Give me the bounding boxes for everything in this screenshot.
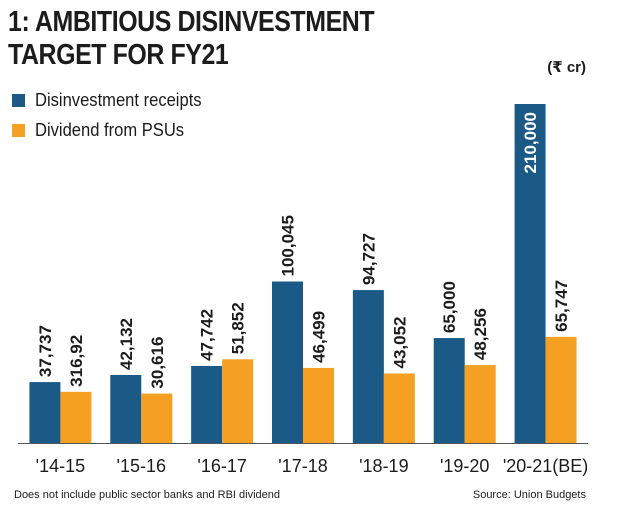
data-label-dividend-2: 51,852 (229, 302, 248, 354)
source-note: Source: Union Budgets (472, 489, 586, 501)
x-tick-label-2: '16-17 (197, 456, 246, 476)
bar-disinvestment-2 (191, 365, 223, 443)
bar-dividend-3 (303, 367, 334, 443)
bar-disinvestment-1 (110, 374, 142, 443)
bar-dividend-6 (545, 336, 577, 443)
x-tick-label-0: '14-15 (36, 456, 85, 476)
legend: Disinvestment receipts Dividend from PSU… (12, 85, 216, 145)
data-label-dividend-4: 43,052 (390, 317, 409, 369)
bar-dividend-2 (222, 359, 254, 443)
data-label-dividend-3: 46,499 (310, 311, 329, 363)
legend-item-disinvestment: Disinvestment receipts (12, 85, 216, 115)
data-label-disinvestment-0: 37,737 (36, 325, 55, 377)
bar-dividend-4 (383, 373, 415, 443)
bar-disinvestment-0 (29, 382, 61, 443)
footnote: Does not include public sector banks and… (14, 489, 280, 501)
legend-swatch-dividend (12, 123, 25, 137)
bar-disinvestment-4 (352, 290, 384, 443)
data-label-dividend-0: 316,92 (67, 335, 86, 387)
bar-disinvestment-5 (433, 338, 465, 443)
data-label-disinvestment-4: 94,727 (359, 233, 378, 285)
legend-item-dividend: Dividend from PSUs (12, 115, 216, 145)
legend-label-disinvestment: Disinvestment receipts (35, 89, 202, 110)
legend-swatch-disinvestment (12, 93, 25, 107)
bar-disinvestment-3 (272, 281, 303, 443)
data-label-dividend-1: 30,616 (148, 337, 167, 389)
data-label-disinvestment-6: 210,000 (521, 112, 540, 173)
x-tick-label-3: '17-18 (278, 456, 327, 476)
x-tick-label-4: '18-19 (359, 456, 408, 476)
data-label-dividend-6: 65,747 (552, 280, 571, 332)
data-label-disinvestment-5: 65,000 (440, 281, 459, 333)
data-label-disinvestment-3: 100,045 (279, 215, 298, 276)
x-tick-label-6: '20-21(BE) (503, 456, 588, 476)
data-label-disinvestment-2: 47,742 (198, 309, 217, 361)
bar-dividend-1 (141, 393, 173, 443)
data-label-disinvestment-1: 42,132 (117, 318, 136, 370)
chart-title: 1: AMBITIOUS DISINVESTMENT TARGET FOR FY… (8, 6, 375, 71)
bar-dividend-0 (60, 391, 92, 443)
x-tick-label-1: '15-16 (117, 456, 166, 476)
legend-label-dividend: Dividend from PSUs (35, 119, 185, 140)
bar-disinvestment-6 (514, 104, 546, 443)
unit-label: (₹ cr) (547, 59, 586, 76)
x-tick-label-5: '19-20 (440, 456, 489, 476)
data-label-dividend-5: 48,256 (471, 308, 490, 360)
bar-dividend-5 (464, 365, 496, 443)
